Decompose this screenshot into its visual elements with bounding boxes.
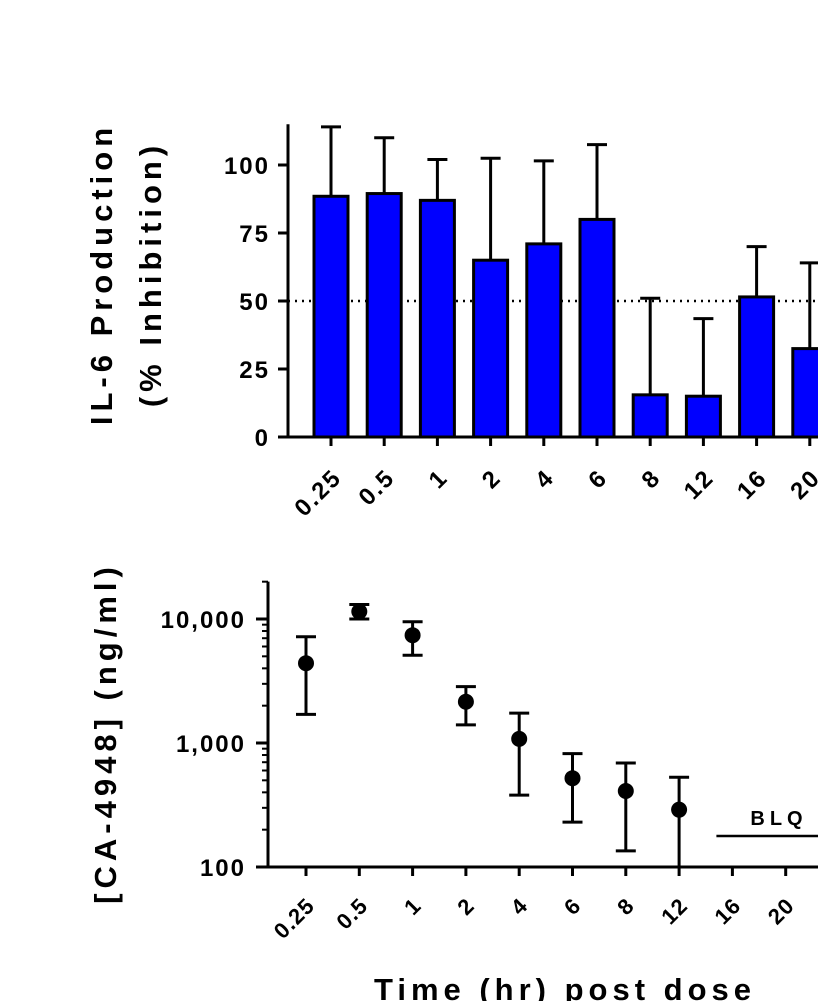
bar bbox=[365, 192, 403, 439]
bar bbox=[418, 198, 456, 439]
x-tick-label: 20 bbox=[763, 893, 799, 929]
blq-label: BLQ bbox=[750, 808, 807, 830]
x-tick-label: 16 bbox=[710, 893, 746, 929]
y-tick-label: 25 bbox=[239, 357, 270, 384]
y-tick-label: 0 bbox=[255, 425, 270, 452]
y-tick-label: 75 bbox=[239, 221, 270, 248]
x-tick-label: 1 bbox=[399, 893, 426, 920]
x-tick-label: 12 bbox=[679, 464, 720, 505]
data-point bbox=[298, 655, 314, 672]
x-tick-label: 6 bbox=[559, 893, 586, 920]
x-tick-label: 2 bbox=[452, 893, 479, 920]
x-tick-label: 4 bbox=[530, 464, 560, 494]
data-point bbox=[511, 730, 528, 747]
y-tick-label: 100 bbox=[224, 153, 270, 180]
y-tick-label: 1,000 bbox=[176, 731, 246, 758]
bar-ylabel-line2: (% Inhibition) bbox=[133, 141, 168, 407]
bar bbox=[684, 394, 722, 439]
bar bbox=[631, 393, 669, 439]
bar bbox=[525, 242, 563, 439]
x-tick-label: 0.5 bbox=[331, 893, 372, 934]
x-tick-label: 16 bbox=[732, 464, 773, 505]
data-point bbox=[404, 627, 421, 644]
x-tick-label: 2 bbox=[477, 464, 507, 494]
x-tick-label: 8 bbox=[636, 464, 666, 494]
x-tick-label: 4 bbox=[506, 893, 533, 920]
y-tick-label: 50 bbox=[239, 289, 270, 316]
y-tick-label: 10,000 bbox=[161, 607, 246, 634]
x-tick-label: 0.5 bbox=[354, 464, 401, 511]
x-tick-label: 8 bbox=[612, 893, 639, 920]
x-tick-label: 20 bbox=[785, 464, 818, 505]
data-point bbox=[671, 801, 688, 818]
x-tick-label: 0.25 bbox=[289, 464, 347, 522]
bar bbox=[472, 258, 510, 439]
data-point bbox=[351, 603, 368, 620]
bar bbox=[738, 295, 776, 439]
bar bbox=[791, 347, 818, 439]
scatter-ylabel: [CA-4948] (ng/ml) bbox=[88, 562, 123, 904]
y-tick-label: 100 bbox=[200, 855, 246, 882]
bar bbox=[578, 217, 616, 439]
x-tick-label: 12 bbox=[656, 893, 692, 929]
x-tick-label: 6 bbox=[583, 464, 613, 494]
scatter-xlabel: Time (hr) post dose bbox=[374, 972, 756, 1001]
bar bbox=[312, 194, 350, 439]
data-point bbox=[457, 693, 474, 710]
x-tick-label: 0.25 bbox=[269, 893, 320, 944]
data-point bbox=[617, 783, 634, 800]
bar-ylabel-line1: IL-6 Production bbox=[84, 123, 119, 425]
data-point bbox=[564, 770, 581, 787]
x-tick-label: 1 bbox=[424, 464, 454, 494]
